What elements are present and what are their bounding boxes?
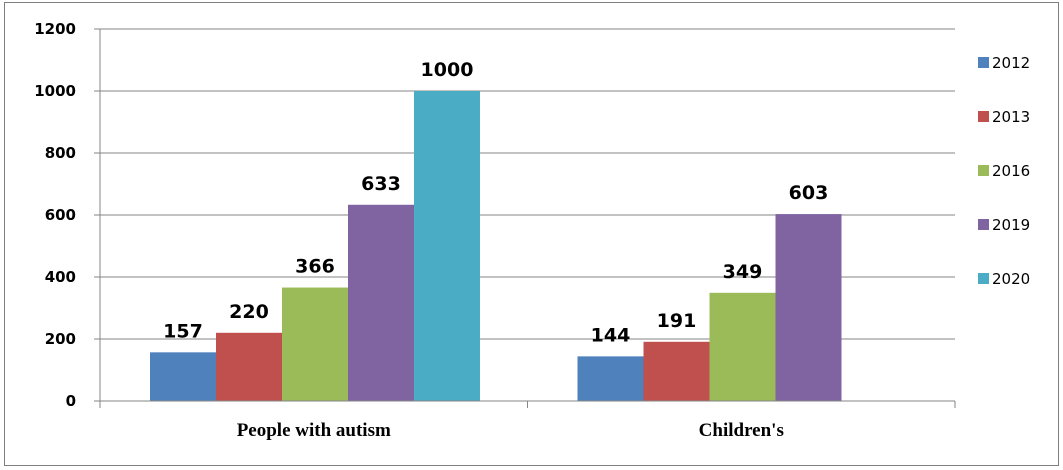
y-tick-labels: 0 200 400 600 800 1000 1200 <box>34 20 76 410</box>
data-label: 157 <box>163 320 203 342</box>
legend-swatch <box>978 273 989 284</box>
bar-2016 <box>282 287 348 401</box>
category-label: Children's <box>699 420 784 441</box>
y-tick-label: 1200 <box>34 20 76 38</box>
y-tick-label: 600 <box>45 206 76 224</box>
y-tick-label: 200 <box>45 330 76 348</box>
legend-swatch <box>978 165 989 176</box>
bar-2013 <box>643 341 710 401</box>
data-label: 144 <box>591 324 631 346</box>
bar-2012 <box>150 352 216 401</box>
legend-swatch <box>978 57 989 68</box>
legend-label: 2016 <box>992 162 1030 180</box>
y-tick-label: 800 <box>45 144 76 162</box>
bar-2019 <box>775 214 842 401</box>
axes <box>94 28 956 408</box>
y-tick-label: 0 <box>66 392 76 410</box>
y-tick-label: 400 <box>45 268 76 286</box>
bars <box>150 91 842 401</box>
data-label: 603 <box>789 182 829 204</box>
category-label: People with autism <box>237 420 391 441</box>
legend-swatch <box>978 219 989 230</box>
data-label: 1000 <box>421 59 474 81</box>
bar-2013 <box>216 332 282 401</box>
legend: 2012 2013 2016 2019 2020 <box>978 54 1030 288</box>
bar-2020 <box>414 91 480 401</box>
data-labels: 157 220 366 633 1000 144 191 349 603 <box>163 59 828 346</box>
bar-2016 <box>709 292 776 401</box>
legend-label: 2020 <box>992 270 1030 288</box>
legend-swatch <box>978 111 989 122</box>
legend-label: 2019 <box>992 216 1030 234</box>
bar-2019 <box>348 204 414 401</box>
data-label: 366 <box>295 256 335 278</box>
legend-label: 2013 <box>992 108 1030 126</box>
x-category-labels: People with autism Children's <box>237 420 784 441</box>
data-label: 349 <box>723 261 763 283</box>
legend-label: 2012 <box>992 54 1030 72</box>
y-tick-label: 1000 <box>34 82 76 100</box>
data-label: 633 <box>361 173 401 195</box>
bar-2012 <box>577 356 644 401</box>
data-label: 220 <box>229 301 269 323</box>
data-label: 191 <box>657 310 697 332</box>
